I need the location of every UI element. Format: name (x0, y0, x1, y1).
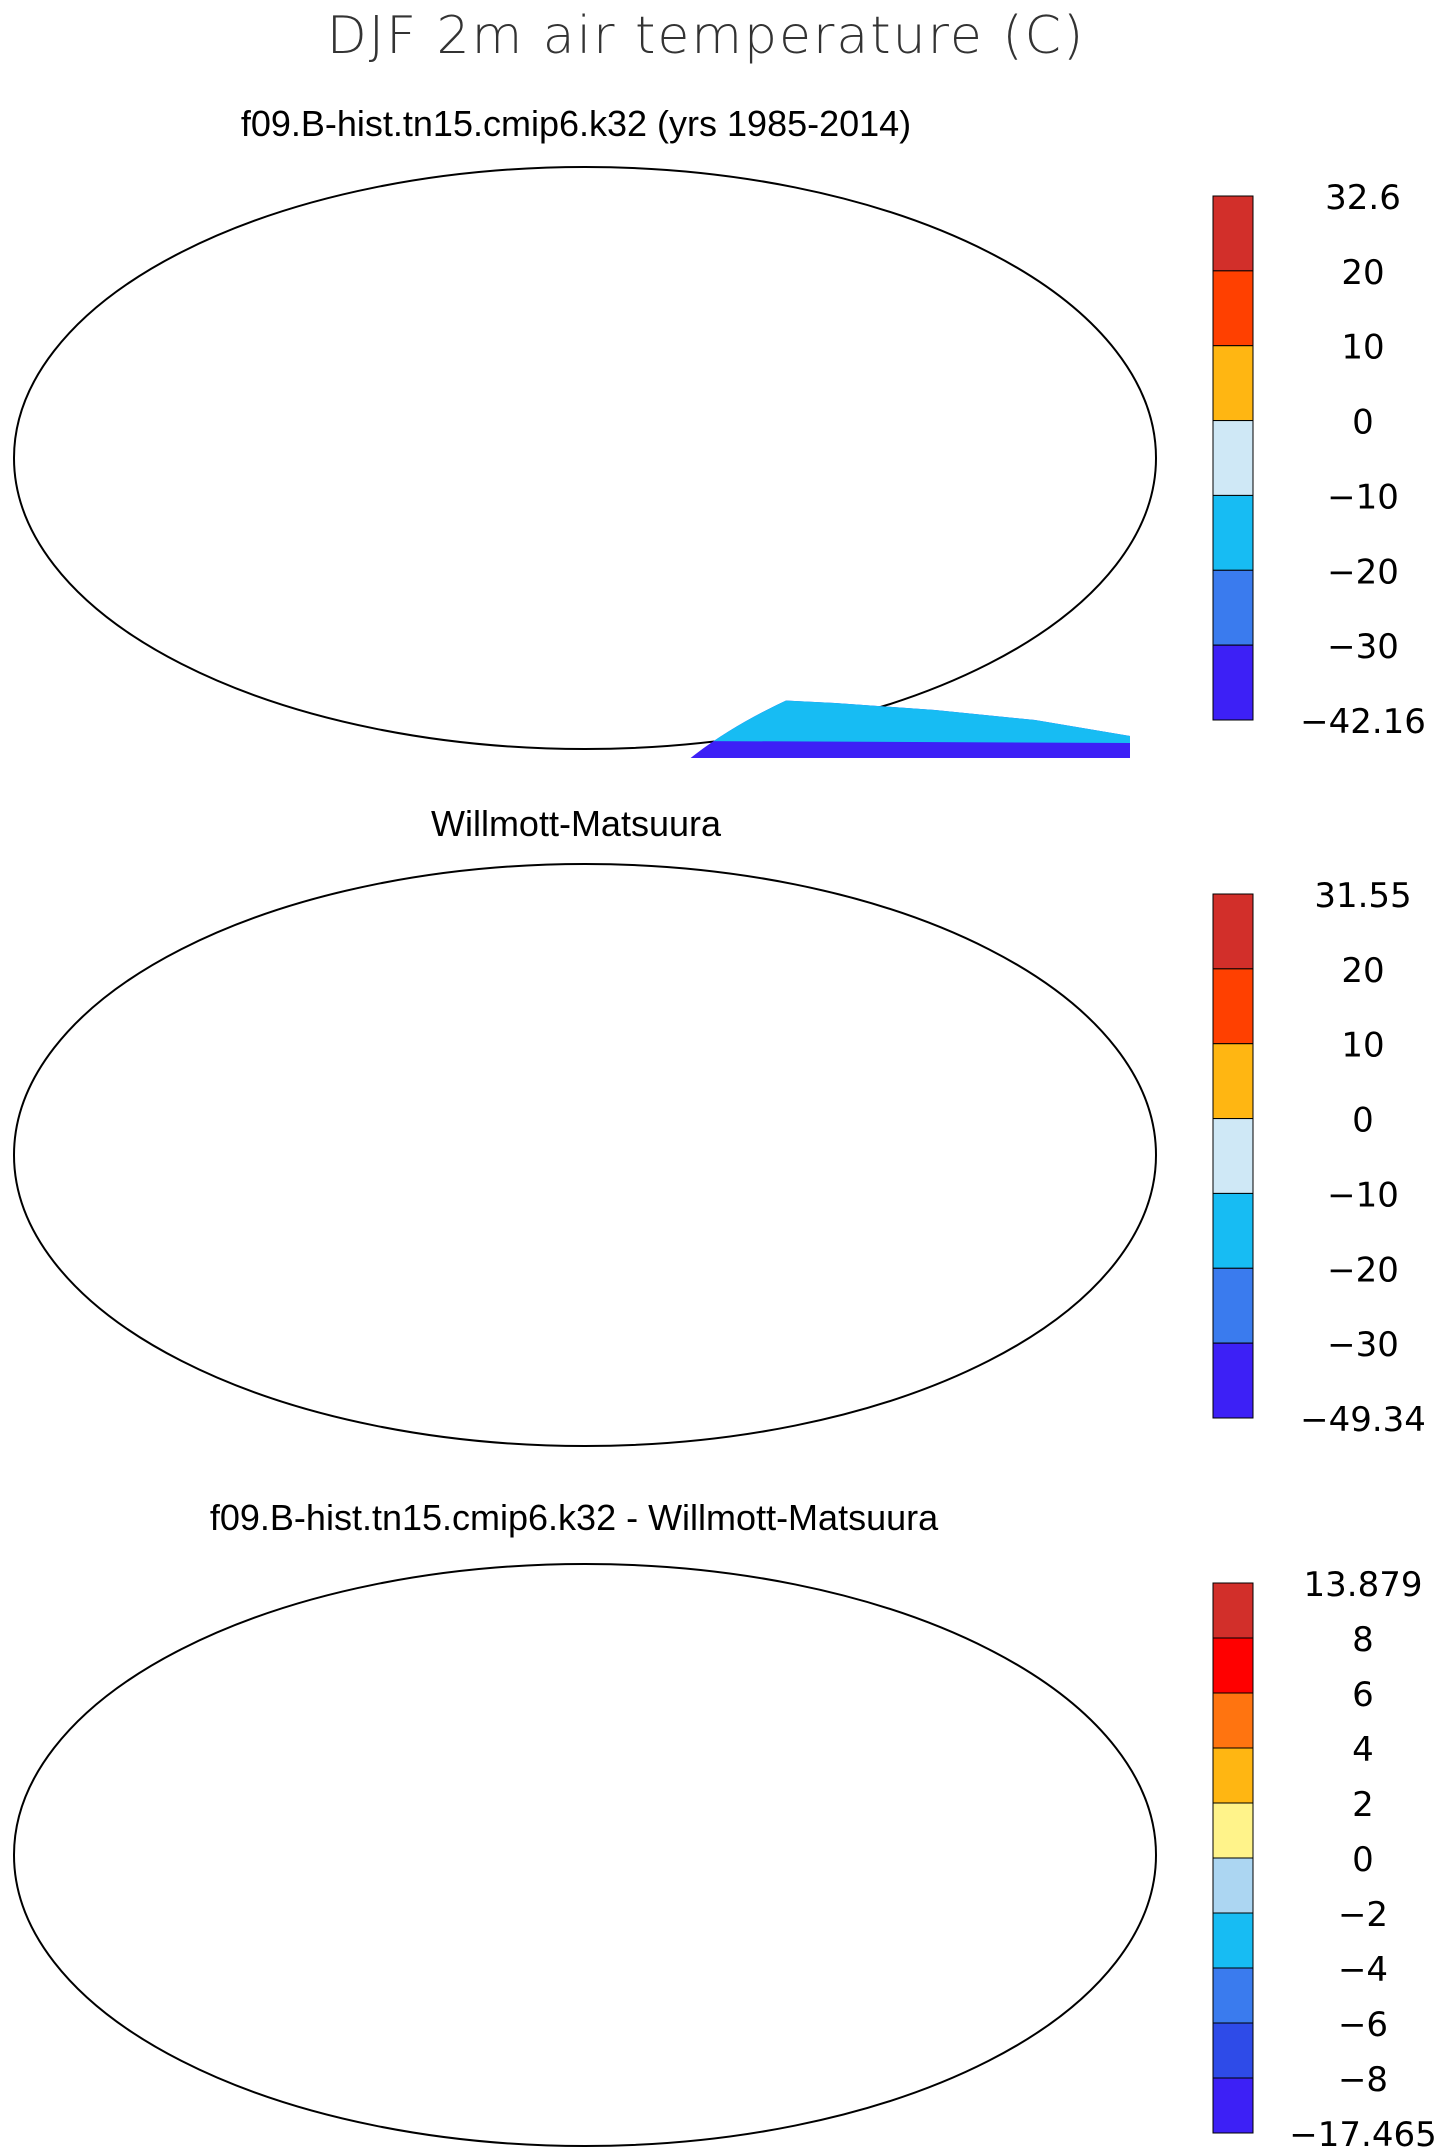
colorbar-tick-label: −10 (1327, 477, 1399, 517)
colorbar-tick-label: 4 (1352, 1730, 1374, 1770)
colorbar-tick-label: 0 (1352, 1101, 1374, 1141)
colorbar-tick-label: −2 (1338, 1895, 1388, 1935)
colorbar-swatch (1212, 1267, 1254, 1344)
colorbar-tick-label: 0 (1352, 403, 1374, 443)
colorbar-swatch (1212, 1342, 1254, 1419)
colorbar-tick-label: 10 (1341, 1026, 1384, 1066)
colorbar-swatch (1212, 270, 1254, 347)
colorbar-tick-label: −42.16 (1300, 702, 1426, 742)
colorbar-tick-label: 20 (1341, 253, 1384, 293)
world-map-model (13, 166, 1157, 758)
colorbar-obs: 31.55 20 10 0 −10 −20 −30 −49.34 (1212, 876, 1426, 1440)
panel-obs: Willmott-Matsuura (13, 803, 1426, 1447)
colorbar-tick-label: −30 (1327, 627, 1399, 667)
panel-title-model: f09.B-hist.tn15.cmip6.k32 (yrs 1985-2014… (241, 103, 911, 144)
colorbar-tick-label: 0 (1352, 1840, 1374, 1880)
colorbar-swatch (1212, 1692, 1254, 1749)
colorbar-swatch (1212, 1857, 1254, 1914)
colorbar-tick-label: 13.879 (1304, 1565, 1423, 1605)
colorbar-swatch (1212, 420, 1254, 496)
colorbar-swatch (1212, 968, 1254, 1045)
colorbar-swatch (1212, 345, 1254, 422)
world-map-obs (13, 863, 1157, 1447)
colorbar-swatch (1212, 195, 1254, 272)
colorbar-tick-label: 31.55 (1314, 876, 1411, 916)
colorbar-tick-label: −8 (1338, 2060, 1388, 2100)
colorbar-swatch (1212, 1802, 1254, 1859)
colorbar-tick-label: −20 (1327, 552, 1399, 592)
colorbar-swatch (1212, 1637, 1254, 1694)
colorbar-swatch (1212, 1043, 1254, 1120)
colorbar-swatch (1212, 893, 1254, 970)
colorbar-tick-label: −17.465 (1289, 2115, 1435, 2147)
colorbar-tick-label: 10 (1341, 328, 1384, 368)
colorbar-tick-label: −20 (1327, 1250, 1399, 1290)
colorbar-swatch (1212, 494, 1254, 571)
colorbar-tick-label: 6 (1352, 1675, 1374, 1715)
colorbar-swatch (1212, 2022, 1254, 2079)
colorbar-tick-label: −10 (1327, 1175, 1399, 1215)
world-map-diff (13, 1563, 1157, 2147)
figure-title: DJF 2m air temperature (C) (327, 6, 1086, 66)
colorbar-swatch (1212, 1967, 1254, 2024)
colorbar-tick-label: 20 (1341, 951, 1384, 991)
colorbar-tick-label: 32.6 (1325, 178, 1401, 218)
colorbar-tick-label: 8 (1352, 1620, 1374, 1660)
colorbar-swatch (1212, 1582, 1254, 1639)
colorbar-tick-label: −4 (1338, 1950, 1388, 1990)
colorbar-swatch (1212, 569, 1254, 646)
colorbar-tick-label: −49.34 (1300, 1400, 1426, 1440)
panel-title-obs: Willmott-Matsuura (431, 803, 722, 844)
panel-model: f09.B-hist.tn15.cmip6.k32 (yrs 1985-2014… (13, 103, 1426, 758)
panel-title-diff: f09.B-hist.tn15.cmip6.k32 - Willmott-Mat… (210, 1497, 939, 1538)
colorbar-swatch (1212, 1912, 1254, 1969)
colorbar-model: 32.6 20 10 0 −10 −20 −30 −42.16 (1212, 178, 1426, 742)
colorbar-swatch (1212, 644, 1254, 721)
colorbar-swatch (1212, 1747, 1254, 1804)
colorbar-diff: 13.879 8 6 4 2 0 −2 −4 −6 −8 −17.465 (1212, 1565, 1435, 2147)
colorbar-swatch (1212, 1118, 1254, 1194)
colorbar-swatch (1212, 2077, 1254, 2134)
panel-diff: f09.B-hist.tn15.cmip6.k32 - Willmott-Mat… (13, 1497, 1435, 2147)
colorbar-swatch (1212, 1192, 1254, 1269)
colorbar-tick-label: −6 (1338, 2005, 1388, 2045)
colorbar-tick-label: 2 (1352, 1785, 1374, 1825)
colorbar-tick-label: −30 (1327, 1325, 1399, 1365)
